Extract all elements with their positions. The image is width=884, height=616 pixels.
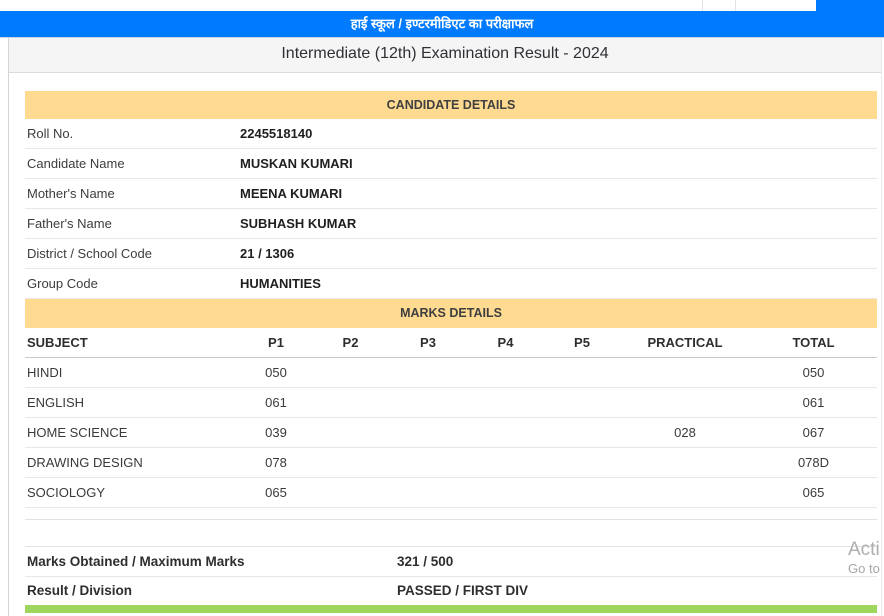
col-p5: P5 [574, 335, 590, 350]
hindi-banner: हाई स्कूल / इण्टरमीडिएट का परीक्षाफल [0, 11, 884, 38]
field-value: HUMANITIES [240, 276, 321, 291]
top-strip-divider [702, 0, 703, 11]
summary-label: Marks Obtained / Maximum Marks [27, 554, 245, 569]
candidate-details-header: CANDIDATE DETAILS [25, 91, 877, 119]
col-practical: PRACTICAL [647, 335, 723, 350]
cell-total: 061 [802, 395, 825, 410]
cell-p4 [467, 418, 544, 447]
cell-p5 [544, 448, 620, 477]
cell-practical [620, 448, 750, 477]
cell-p2 [312, 448, 389, 477]
table-row: DRAWING DESIGN 078 078D [25, 448, 877, 478]
cell-total: 067 [802, 425, 825, 440]
field-row-district-school-code: District / School Code 21 / 1306 [25, 239, 877, 269]
table-row: HOME SCIENCE 039 028 067 [25, 418, 877, 448]
cell-p1: 039 [265, 425, 287, 440]
cell-subject: SOCIOLOGY [27, 485, 106, 500]
marks-details-header: MARKS DETAILS [25, 299, 877, 328]
cell-p2 [312, 478, 389, 507]
field-label: District / School Code [27, 246, 152, 261]
cell-p5 [544, 478, 620, 507]
cell-practical [620, 478, 750, 507]
partial-blue-button[interactable] [816, 0, 884, 11]
cell-p4 [467, 358, 544, 387]
cell-practical [620, 388, 750, 417]
page-content: CANDIDATE DETAILS Roll No. 2245518140 Ca… [9, 73, 877, 613]
summary-row-marks-obtained: Marks Obtained / Maximum Marks 321 / 500 [25, 547, 877, 577]
cell-p3 [389, 448, 467, 477]
cell-practical: 028 [674, 425, 696, 440]
top-strip-divider [735, 0, 736, 11]
table-row: ENGLISH 061 061 [25, 388, 877, 418]
cell-total: 065 [802, 485, 825, 500]
cell-p1: 050 [265, 365, 287, 380]
cell-p5 [544, 358, 620, 387]
cell-p3 [389, 418, 467, 447]
field-label: Roll No. [27, 126, 74, 141]
field-row-candidate-name: Candidate Name MUSKAN KUMARI [25, 149, 877, 179]
cell-p4 [467, 448, 544, 477]
field-value: 21 / 1306 [240, 246, 295, 261]
field-row-mothers-name: Mother's Name MEENA KUMARI [25, 179, 877, 209]
field-label: Father's Name [27, 216, 112, 231]
cell-p2 [312, 358, 389, 387]
col-p4: P4 [497, 335, 514, 350]
cell-p2 [312, 388, 389, 417]
cell-practical [620, 358, 750, 387]
cell-p1: 065 [265, 485, 287, 500]
divider-rule [25, 508, 877, 520]
cell-p5 [544, 418, 620, 447]
cell-p2 [312, 418, 389, 447]
cell-p5 [544, 388, 620, 417]
hindi-banner-text: हाई स्कूल / इण्टरमीडिएट का परीक्षाफल [350, 16, 534, 31]
col-p1: P1 [268, 335, 284, 350]
field-value: MEENA KUMARI [240, 186, 343, 201]
field-label: Mother's Name [27, 186, 115, 201]
cell-subject: HINDI [27, 365, 63, 380]
browser-top-strip [0, 0, 884, 11]
summary-value: PASSED / FIRST DIV [397, 583, 529, 598]
page-title: Intermediate (12th) Examination Result -… [281, 45, 609, 62]
field-row-fathers-name: Father's Name SUBHASH KUMAR [25, 209, 877, 239]
col-subject: SUBJECT [27, 335, 88, 350]
summary-value: 321 / 500 [397, 554, 454, 569]
cell-p3 [389, 388, 467, 417]
table-row: SOCIOLOGY 065 065 [25, 478, 877, 508]
col-total: TOTAL [792, 335, 835, 350]
title-band: Intermediate (12th) Examination Result -… [9, 38, 881, 73]
cell-p3 [389, 478, 467, 507]
divider-rule [25, 520, 877, 547]
field-row-roll-no: Roll No. 2245518140 [25, 119, 877, 149]
cell-p1: 078 [265, 455, 287, 470]
cell-p1: 061 [265, 395, 287, 410]
field-value: SUBHASH KUMAR [240, 216, 357, 231]
cell-p4 [467, 478, 544, 507]
summary-row-result-division: Result / Division PASSED / FIRST DIV [25, 577, 877, 605]
field-label: Candidate Name [27, 156, 125, 171]
table-row: HINDI 050 050 [25, 358, 877, 388]
cell-p4 [467, 388, 544, 417]
footer-green-bar [25, 605, 877, 613]
field-value: MUSKAN KUMARI [240, 156, 353, 171]
col-p2: P2 [342, 335, 359, 350]
cell-total: 050 [802, 365, 825, 380]
marks-table-header: SUBJECT P1 P2 P3 P4 P5 PRACTICAL TOTAL [25, 328, 877, 358]
summary-label: Result / Division [27, 583, 133, 598]
cell-subject: HOME SCIENCE [27, 425, 128, 440]
field-row-group-code: Group Code HUMANITIES [25, 269, 877, 299]
field-label: Group Code [27, 276, 98, 291]
field-value: 2245518140 [240, 126, 313, 141]
result-page: Intermediate (12th) Examination Result -… [8, 38, 882, 616]
cell-subject: DRAWING DESIGN [27, 455, 143, 470]
cell-total: 078D [797, 455, 830, 470]
cell-subject: ENGLISH [27, 395, 85, 410]
cell-p3 [389, 358, 467, 387]
col-p3: P3 [420, 335, 436, 350]
